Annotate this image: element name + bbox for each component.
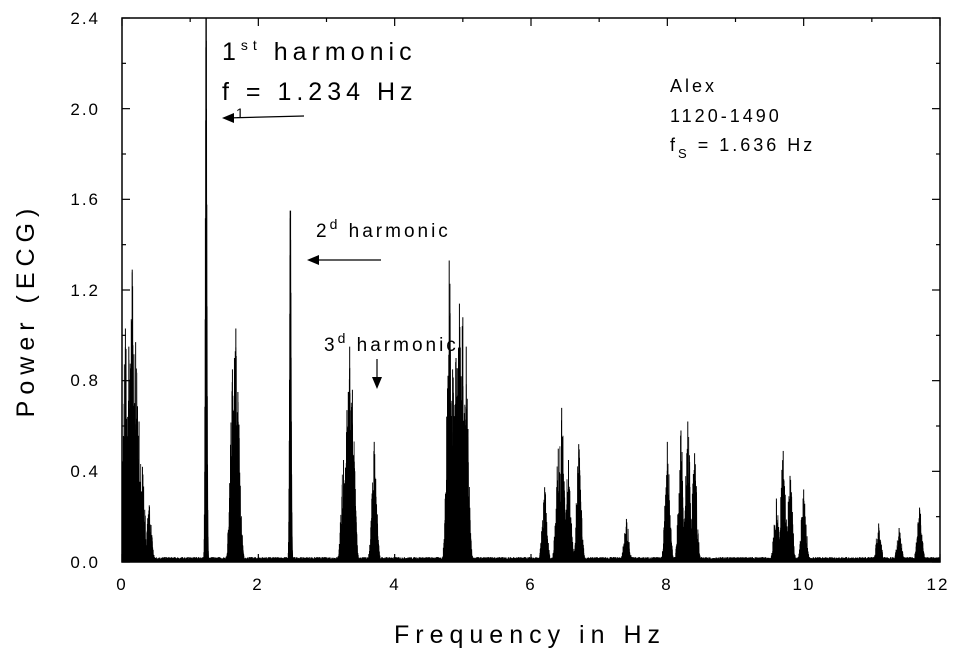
x-tick-label: 4 — [389, 575, 400, 594]
x-tick-labels: 0 2 4 6 8 10 12 — [116, 575, 950, 594]
first-harmonic-subscript: 1 — [236, 105, 244, 121]
y-tick-label: 2.0 — [70, 100, 100, 119]
y-tick-label: 0.4 — [70, 462, 100, 481]
third-harmonic-arrow — [372, 359, 382, 389]
y-tick-label: 1.6 — [70, 190, 100, 209]
y-tick-labels: 0.0 0.4 0.8 1.2 1.6 2.0 2.4 — [70, 9, 100, 572]
y-tick-label: 0.0 — [70, 553, 100, 572]
x-tick-label: 10 — [793, 575, 816, 594]
first-harmonic-label: 1st harmonic — [222, 37, 417, 66]
y-tick-label: 0.8 — [70, 371, 100, 390]
third-harmonic-label: 3d harmonic — [324, 330, 459, 356]
y-axis-title: Power (ECG) — [12, 203, 40, 418]
sample-range: 1120-1490 — [670, 106, 782, 126]
x-tick-label: 6 — [525, 575, 536, 594]
sampling-frequency: fS = 1.636 Hz — [670, 135, 815, 161]
second-harmonic-label: 2d harmonic — [316, 216, 451, 242]
first-harmonic-arrow — [222, 113, 305, 123]
spectrum-series — [121, 18, 941, 563]
x-tick-label: 0 — [116, 575, 127, 594]
x-tick-label: 8 — [661, 575, 672, 594]
x-tick-label: 12 — [927, 575, 950, 594]
x-tick-label: 2 — [252, 575, 263, 594]
y-tick-label: 2.4 — [70, 9, 100, 28]
plot-frame — [121, 17, 941, 563]
first-harmonic-frequency: f = 1.234 Hz — [222, 78, 418, 106]
x-axis-title: Frequency in Hz — [394, 621, 666, 649]
second-harmonic-arrow — [307, 255, 381, 265]
subject-name: Alex — [670, 76, 717, 96]
y-tick-label: 1.2 — [70, 281, 100, 300]
